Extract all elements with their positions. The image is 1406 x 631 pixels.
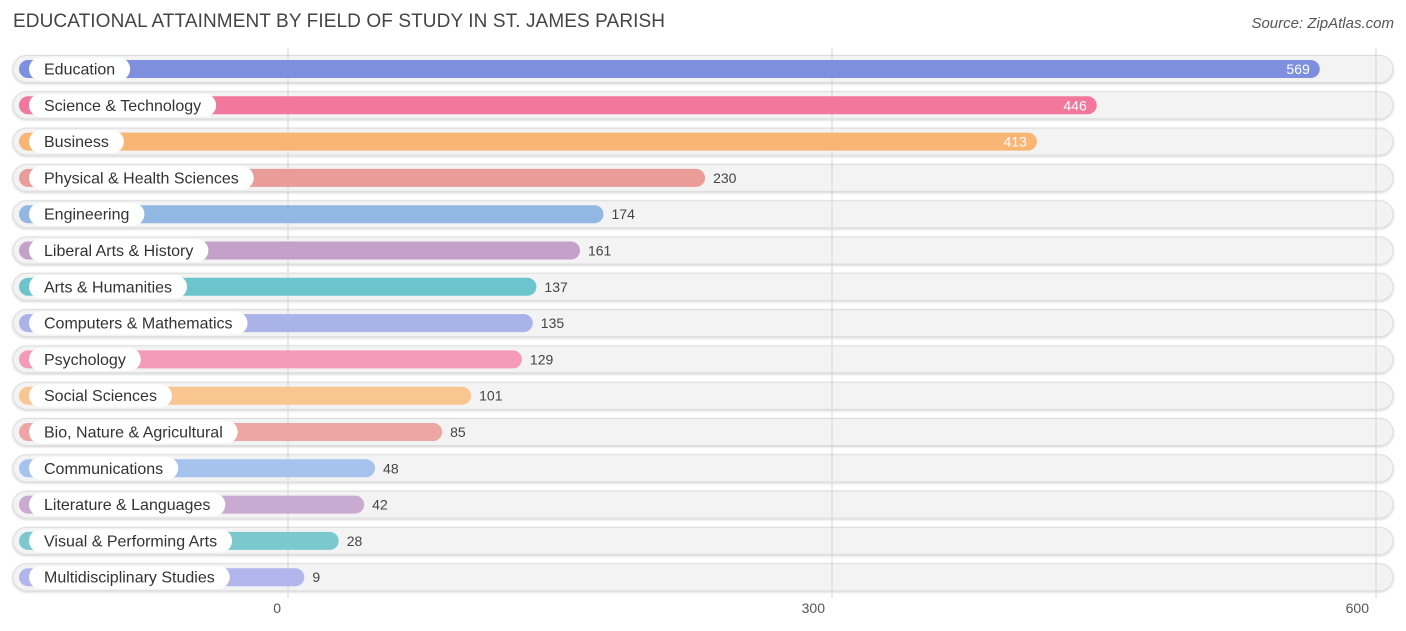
category-label-pill — [29, 565, 230, 589]
category-label-pill — [29, 93, 217, 117]
category-label: Visual & Performing Arts — [44, 533, 217, 550]
value-label: 161 — [588, 243, 612, 259]
x-tick-label: 300 — [802, 600, 826, 616]
value-label: 28 — [347, 533, 363, 549]
category-label: Engineering — [44, 207, 129, 224]
category-label: Bio, Nature & Agricultural — [44, 425, 223, 442]
value-label: 48 — [383, 460, 399, 476]
x-tick-label: 600 — [1346, 600, 1370, 616]
bar — [19, 132, 1037, 151]
row-background — [12, 526, 1394, 555]
bar — [19, 205, 604, 224]
chart-title: EDUCATIONAL ATTAINMENT BY FIELD OF STUDY… — [13, 11, 666, 32]
category-label: Social Sciences — [44, 388, 157, 405]
bar — [19, 96, 1097, 115]
bars: Education 569 Science & Technology 446 Busin… — [19, 57, 1320, 589]
category-label-pill — [29, 347, 141, 371]
category-label: Science & Technology — [44, 98, 201, 115]
category-label-pill — [29, 202, 145, 226]
value-label: 230 — [713, 170, 737, 186]
category-label-pill — [29, 311, 248, 335]
category-label-pill — [29, 420, 238, 444]
category-label-pill — [29, 239, 209, 262]
category-label-pill — [29, 57, 131, 81]
source-label: Source: ZipAtlas.com — [1251, 15, 1394, 32]
value-label: 42 — [372, 497, 388, 513]
category-label: Education — [44, 62, 115, 79]
value-label: 446 — [1063, 97, 1087, 113]
bar — [19, 350, 522, 369]
category-label: Business — [44, 134, 109, 151]
category-label-pill — [29, 166, 254, 190]
value-label: 569 — [1286, 61, 1310, 77]
value-label: 413 — [1004, 134, 1028, 150]
category-label: Liberal Arts & History — [44, 243, 193, 260]
row-background — [12, 563, 1394, 592]
category-label-pill — [29, 529, 233, 553]
x-tick-label: 0 — [273, 600, 281, 616]
category-label: Computers & Mathematics — [44, 316, 233, 333]
value-label: 135 — [541, 315, 565, 331]
category-label: Literature & Languages — [44, 497, 210, 514]
value-label: 101 — [479, 388, 503, 404]
category-label-pill — [29, 493, 226, 517]
category-label: Multidisciplinary Studies — [44, 570, 215, 587]
category-label: Physical & Health Sciences — [44, 170, 239, 187]
category-label-pill — [29, 130, 124, 154]
category-label-pill — [29, 275, 188, 299]
category-label-pill — [29, 456, 179, 480]
value-label: 174 — [612, 206, 636, 222]
category-label: Arts & Humanities — [44, 279, 172, 296]
category-label: Communications — [44, 461, 163, 478]
value-label: 137 — [544, 279, 568, 295]
bar — [19, 60, 1320, 78]
value-label: 85 — [450, 424, 466, 440]
category-label: Psychology — [44, 352, 126, 369]
x-axis: 0 300 600 — [273, 600, 1369, 616]
value-label: 9 — [312, 569, 320, 585]
category-label-pill — [29, 384, 172, 408]
value-label: 129 — [530, 351, 554, 367]
